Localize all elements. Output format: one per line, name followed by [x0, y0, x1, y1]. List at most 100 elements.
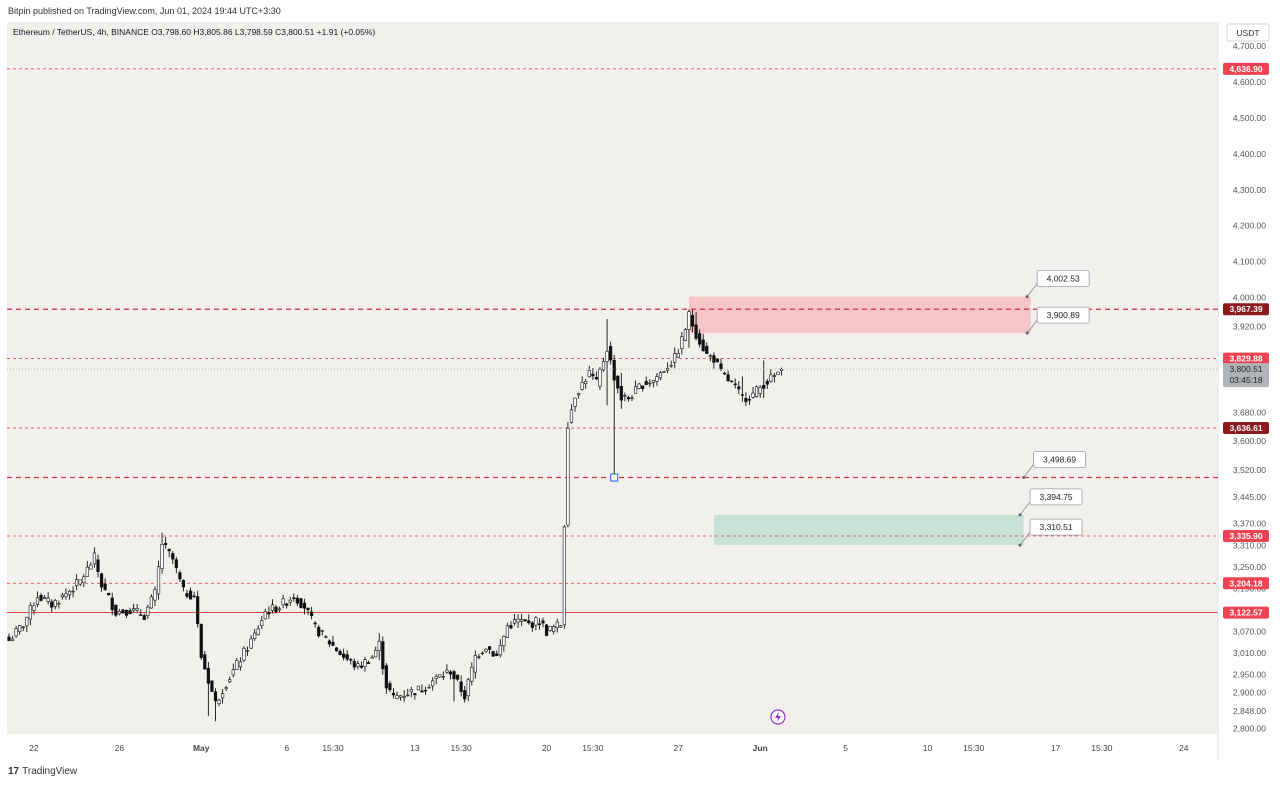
candle-bar[interactable]: [345, 654, 349, 660]
candle-bar[interactable]: [559, 625, 563, 628]
candle-bar[interactable]: [747, 399, 752, 401]
candle-bar[interactable]: [121, 609, 125, 614]
candle-bar[interactable]: [544, 624, 549, 636]
candle-bar[interactable]: [758, 386, 762, 394]
candle-bar[interactable]: [25, 616, 29, 627]
candle-bar[interactable]: [395, 695, 399, 699]
candle-bar[interactable]: [167, 548, 171, 552]
candle-bar[interactable]: [548, 626, 552, 631]
candle-bar[interactable]: [576, 393, 581, 396]
candle-bar[interactable]: [416, 685, 421, 691]
candle-bar[interactable]: [253, 632, 257, 640]
candle-bar[interactable]: [164, 542, 168, 546]
candle-bar[interactable]: [730, 380, 734, 382]
candle-bar[interactable]: [363, 659, 367, 667]
candle-bar[interactable]: [92, 552, 97, 565]
candle-bar[interactable]: [762, 385, 766, 389]
candle-bar[interactable]: [601, 361, 606, 371]
candle-bar[interactable]: [569, 409, 574, 423]
candle-bar[interactable]: [776, 371, 780, 376]
candle-bar[interactable]: [181, 580, 186, 588]
candle-bar[interactable]: [185, 593, 189, 597]
candle-bar[interactable]: [292, 597, 296, 599]
candle-bar[interactable]: [228, 679, 232, 683]
candle-bar[interactable]: [498, 645, 502, 656]
candle-bar[interactable]: [552, 626, 556, 632]
candle-bar[interactable]: [662, 371, 666, 373]
candle-bar[interactable]: [463, 690, 467, 700]
candle-bar[interactable]: [687, 311, 691, 330]
candle-bar[interactable]: [334, 647, 339, 652]
candle-bar[interactable]: [658, 372, 663, 379]
candle-bar[interactable]: [541, 620, 545, 624]
candle-bar[interactable]: [238, 661, 243, 668]
candle-bar[interactable]: [712, 355, 716, 363]
candle-bar[interactable]: [199, 624, 203, 658]
candle-bar[interactable]: [448, 671, 453, 675]
candle-bar[interactable]: [637, 383, 641, 389]
candle-bar[interactable]: [96, 559, 100, 572]
candle-bar[interactable]: [769, 374, 773, 382]
candle-bar[interactable]: [573, 397, 577, 407]
candle-bar[interactable]: [644, 381, 648, 385]
candle-bar[interactable]: [427, 687, 431, 689]
candle-bar[interactable]: [85, 566, 89, 577]
candle-bar[interactable]: [188, 590, 193, 600]
candle-bar[interactable]: [107, 592, 111, 596]
candle-bar[interactable]: [32, 605, 36, 611]
candle-bar[interactable]: [605, 350, 609, 362]
candle-bar[interactable]: [67, 590, 72, 596]
demand-zone[interactable]: [713, 514, 1024, 546]
candle-bar[interactable]: [295, 597, 299, 604]
candle-bar[interactable]: [413, 693, 417, 696]
candle-bar[interactable]: [18, 625, 22, 632]
candle-bar[interactable]: [409, 689, 413, 693]
candle-bar[interactable]: [587, 369, 591, 378]
candle-bar[interactable]: [680, 336, 684, 349]
candle-bar[interactable]: [698, 333, 702, 345]
candle-bar[interactable]: [765, 380, 769, 385]
candle-bar[interactable]: [530, 622, 534, 628]
candle-bar[interactable]: [676, 353, 680, 358]
time-axis[interactable]: [7, 734, 1218, 760]
candle-bar[interactable]: [313, 622, 317, 625]
currency-box[interactable]: [1226, 23, 1270, 42]
candle-bar[interactable]: [562, 526, 566, 626]
candle-bar[interactable]: [210, 680, 214, 692]
candle-bar[interactable]: [53, 600, 57, 607]
candle-bar[interactable]: [388, 683, 392, 690]
candle-bar[interactable]: [299, 598, 303, 609]
candle-bar[interactable]: [302, 602, 307, 609]
candle-bar[interactable]: [398, 695, 403, 698]
candle-bar[interactable]: [60, 594, 64, 598]
candle-bar[interactable]: [146, 606, 150, 616]
candle-bar[interactable]: [156, 566, 161, 595]
candle-bar[interactable]: [623, 394, 627, 397]
candle-bar[interactable]: [477, 656, 481, 658]
candle-bar[interactable]: [754, 386, 759, 397]
candle-bar[interactable]: [445, 669, 449, 673]
candle-bar[interactable]: [491, 651, 495, 657]
candle-bar[interactable]: [82, 576, 86, 583]
candle-bar[interactable]: [391, 692, 396, 696]
candle-bar[interactable]: [566, 427, 570, 526]
candle-bar[interactable]: [160, 544, 164, 569]
candle-bar[interactable]: [132, 608, 136, 611]
candle-bar[interactable]: [171, 553, 175, 560]
candle-bar[interactable]: [359, 665, 364, 668]
candle-bar[interactable]: [377, 640, 381, 651]
candle-bar[interactable]: [744, 397, 748, 403]
candle-bar[interactable]: [555, 621, 559, 628]
candle-bar[interactable]: [213, 691, 218, 702]
candle-bar[interactable]: [78, 579, 82, 585]
candle-bar[interactable]: [381, 641, 385, 670]
candle-bar[interactable]: [142, 615, 146, 620]
candle-bar[interactable]: [651, 379, 655, 383]
candle-bar[interactable]: [50, 601, 54, 608]
candle-bar[interactable]: [270, 604, 275, 611]
candle-bar[interactable]: [352, 661, 356, 668]
candle-bar[interactable]: [235, 660, 239, 670]
candle-bar[interactable]: [719, 363, 723, 369]
candle-bar[interactable]: [75, 579, 79, 586]
candle-bar[interactable]: [473, 655, 477, 673]
